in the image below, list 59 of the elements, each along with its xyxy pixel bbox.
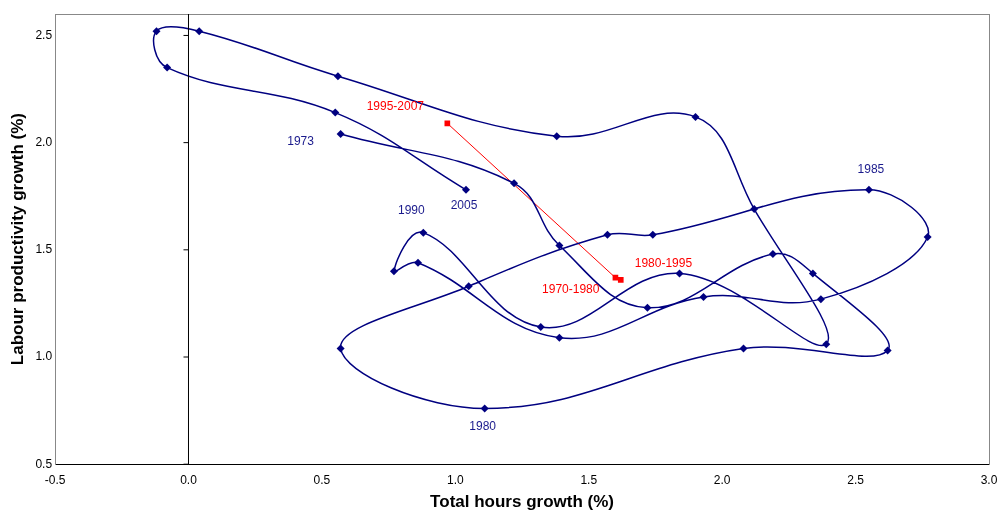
annotation: 1980-1995 bbox=[634, 256, 693, 270]
point bbox=[480, 404, 489, 413]
point bbox=[675, 269, 684, 278]
x-tick-label: 2.5 bbox=[847, 472, 865, 487]
point bbox=[612, 274, 619, 281]
x-tick-label: 0.0 bbox=[180, 472, 198, 487]
annotation: 1970-1980 bbox=[542, 282, 600, 297]
point bbox=[464, 282, 473, 291]
point bbox=[152, 27, 161, 36]
point bbox=[648, 230, 657, 239]
y-tick-label: 1.5 bbox=[35, 242, 53, 257]
point bbox=[331, 108, 340, 117]
point bbox=[808, 269, 817, 278]
point bbox=[462, 185, 471, 194]
point bbox=[555, 333, 564, 342]
point bbox=[923, 232, 932, 241]
y-tick-label: 2.5 bbox=[35, 27, 53, 42]
annotation: 1973 bbox=[287, 134, 315, 149]
point bbox=[413, 258, 422, 267]
y-axis-title: Labour productivity growth (%) bbox=[7, 113, 27, 366]
point bbox=[750, 205, 759, 214]
x-tick-label: 3.0 bbox=[980, 472, 998, 487]
point bbox=[617, 277, 624, 283]
point bbox=[643, 303, 652, 312]
y-tick-label: 2.0 bbox=[35, 134, 53, 149]
point bbox=[336, 344, 345, 353]
point bbox=[816, 295, 825, 304]
point bbox=[444, 120, 451, 127]
annotation: 1985 bbox=[857, 162, 885, 177]
x-tick-label: 0.5 bbox=[313, 472, 331, 487]
x-axis-title: Total hours growth (%) bbox=[430, 492, 614, 512]
y-tick-label: 1.0 bbox=[35, 349, 53, 364]
point bbox=[419, 228, 428, 237]
point bbox=[510, 179, 519, 188]
point bbox=[333, 72, 342, 81]
point bbox=[603, 230, 612, 239]
point bbox=[336, 130, 345, 139]
point bbox=[883, 346, 892, 355]
point bbox=[699, 292, 708, 301]
point bbox=[691, 112, 700, 121]
annotation: 2005 bbox=[450, 198, 478, 213]
point bbox=[536, 323, 545, 331]
x-tick-label: 2.0 bbox=[713, 472, 731, 487]
x-tick-label: 1.0 bbox=[446, 472, 464, 487]
x-tick-label: 1.5 bbox=[580, 472, 598, 487]
y-tick-label: 0.5 bbox=[35, 456, 53, 471]
point bbox=[555, 241, 564, 250]
x-tick-label: -0.5 bbox=[44, 472, 66, 487]
point bbox=[864, 185, 873, 194]
annotation: 1990 bbox=[397, 202, 425, 217]
annotation: 1995-2007 bbox=[366, 98, 425, 113]
point bbox=[822, 340, 831, 349]
point bbox=[739, 344, 748, 353]
point bbox=[768, 250, 777, 259]
annotation: 1980 bbox=[469, 418, 497, 433]
point bbox=[552, 132, 561, 141]
point bbox=[389, 267, 398, 276]
point bbox=[163, 63, 172, 72]
point bbox=[195, 27, 204, 36]
